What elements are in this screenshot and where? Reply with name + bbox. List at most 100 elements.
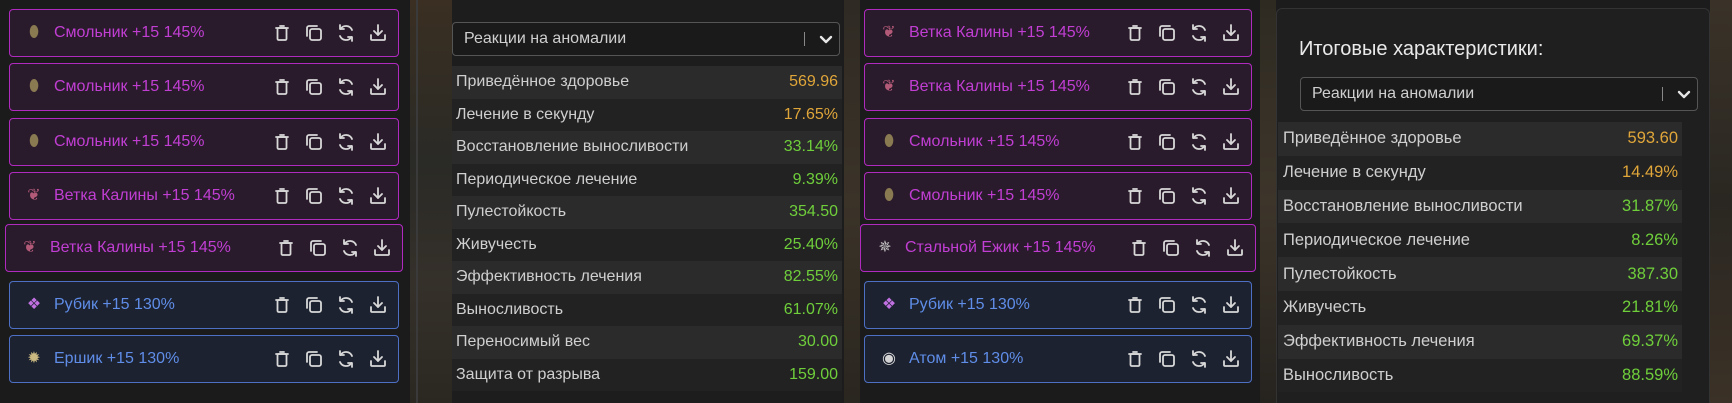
delete-button[interactable]: [1123, 75, 1147, 99]
download-button[interactable]: [1219, 21, 1243, 45]
replace-button[interactable]: [1187, 184, 1211, 208]
copy-button[interactable]: [1159, 236, 1183, 260]
artifact-actions: [270, 75, 390, 99]
delete-button[interactable]: [270, 293, 294, 317]
delete-button[interactable]: [270, 21, 294, 45]
artifact-slot[interactable]: ✹ Ершик +15 130%: [9, 334, 399, 383]
artifact-slot[interactable]: ❦ Ветка Калины +15 145%: [5, 224, 403, 273]
download-button[interactable]: [1223, 236, 1247, 260]
replace-button[interactable]: [1187, 130, 1211, 154]
download-button[interactable]: [366, 293, 390, 317]
replace-button[interactable]: [334, 293, 358, 317]
download-button[interactable]: [366, 130, 390, 154]
download-button[interactable]: [366, 21, 390, 45]
artifact-slot[interactable]: ❦ Ветка Калины +15 145%: [864, 63, 1252, 112]
download-button[interactable]: [366, 184, 390, 208]
stat-value: 9.39%: [792, 170, 838, 188]
artifact-name: Смольник +15 145%: [54, 24, 205, 41]
delete-button[interactable]: [274, 236, 298, 260]
delete-button[interactable]: [270, 75, 294, 99]
delete-button[interactable]: [270, 347, 294, 371]
artifact-slot[interactable]: ❖ Рубик +15 130%: [864, 280, 1252, 329]
artifact-slot[interactable]: ❖ Рубик +15 130%: [9, 280, 399, 329]
replace-button[interactable]: [334, 75, 358, 99]
copy-button[interactable]: [306, 236, 330, 260]
copy-button[interactable]: [302, 293, 326, 317]
replace-button[interactable]: [334, 21, 358, 45]
copy-icon: [304, 295, 324, 315]
copy-button[interactable]: [1155, 347, 1179, 371]
artifact-slot[interactable]: ⬮ Смольник +15 145%: [9, 63, 399, 112]
copy-button[interactable]: [302, 347, 326, 371]
delete-button[interactable]: [1123, 347, 1147, 371]
urchin-artifact-icon: ✹: [27, 349, 41, 367]
artifact-actions: [270, 130, 390, 154]
download-icon: [1221, 132, 1241, 152]
stat-filter-select[interactable]: Реакции на аномалии: [452, 22, 840, 56]
chevron-down-icon[interactable]: [1671, 78, 1697, 110]
artifact-name: Ветка Калины +15 145%: [909, 24, 1090, 41]
artifact-slot[interactable]: ⬮ Смольник +15 145%: [9, 117, 399, 166]
replace-button[interactable]: [334, 130, 358, 154]
summary-panel: Итоговые характеристики: Реакции на аном…: [1276, 8, 1710, 403]
stat-row: Живучесть 21.81%: [1278, 290, 1682, 325]
replace-button[interactable]: [1187, 347, 1211, 371]
stat-row: Выносливость 61.07%: [452, 293, 842, 326]
copy-button[interactable]: [1155, 184, 1179, 208]
delete-button[interactable]: [270, 130, 294, 154]
artifact-slot[interactable]: ⬮ Смольник +15 145%: [9, 9, 399, 57]
copy-button[interactable]: [302, 130, 326, 154]
stat-row: Пулестойкость 387.30: [1278, 257, 1682, 291]
trash-icon: [1125, 23, 1145, 43]
copy-button[interactable]: [1155, 75, 1179, 99]
replace-button[interactable]: [1191, 236, 1215, 260]
copy-button[interactable]: [302, 21, 326, 45]
delete-button[interactable]: [1123, 293, 1147, 317]
download-button[interactable]: [1219, 184, 1243, 208]
viburnum-branch-icon: ❦: [23, 239, 37, 257]
artifact-slot[interactable]: ⬮ Смольник +15 145%: [864, 171, 1252, 220]
replace-button[interactable]: [1187, 293, 1211, 317]
artifact-name: Смольник +15 145%: [909, 186, 1060, 204]
artifact-name: Рубик +15 130%: [54, 295, 175, 313]
download-button[interactable]: [1219, 75, 1243, 99]
refresh-icon: [336, 349, 356, 369]
stat-label: Живучесть: [1283, 298, 1367, 317]
download-button[interactable]: [370, 236, 394, 260]
chevron-down-icon[interactable]: [813, 23, 839, 55]
copy-button[interactable]: [302, 75, 326, 99]
delete-button[interactable]: [1123, 184, 1147, 208]
artifact-slot[interactable]: ✵ Стальной Ежик +15 145%: [860, 224, 1256, 273]
download-button[interactable]: [1219, 130, 1243, 154]
artifact-slot[interactable]: ⬮ Смольник +15 145%: [864, 117, 1252, 166]
delete-button[interactable]: [270, 184, 294, 208]
replace-button[interactable]: [338, 236, 362, 260]
delete-button[interactable]: [1127, 236, 1151, 260]
stat-value: 82.55%: [783, 268, 838, 286]
download-button[interactable]: [366, 347, 390, 371]
stat-row: Периодическое лечение 9.39%: [452, 163, 842, 196]
replace-button[interactable]: [1187, 75, 1211, 99]
copy-button[interactable]: [302, 184, 326, 208]
copy-button[interactable]: [1155, 130, 1179, 154]
delete-button[interactable]: [1123, 21, 1147, 45]
download-button[interactable]: [1219, 347, 1243, 371]
artifact-slot[interactable]: ◉ Атом +15 130%: [864, 334, 1252, 383]
summary-filter-select[interactable]: Реакции на аномалии: [1300, 77, 1698, 111]
download-button[interactable]: [366, 75, 390, 99]
artifact-name: Рубик +15 130%: [909, 295, 1030, 313]
artifact-slot[interactable]: ❦ Ветка Калины +15 145%: [9, 171, 399, 220]
copy-button[interactable]: [1155, 21, 1179, 45]
replace-button[interactable]: [334, 184, 358, 208]
replace-button[interactable]: [1187, 21, 1211, 45]
delete-button[interactable]: [1123, 130, 1147, 154]
copy-button[interactable]: [1155, 293, 1179, 317]
stat-row: Лечение в секунду 17.65%: [452, 98, 842, 131]
download-icon: [1221, 295, 1241, 315]
download-button[interactable]: [1219, 293, 1243, 317]
cube-artifact-icon: ❖: [26, 295, 42, 313]
replace-button[interactable]: [334, 347, 358, 371]
artifact-slot[interactable]: ❦ Ветка Калины +15 145%: [864, 9, 1252, 57]
artifact-actions: [1123, 75, 1243, 99]
download-icon: [1221, 349, 1241, 369]
